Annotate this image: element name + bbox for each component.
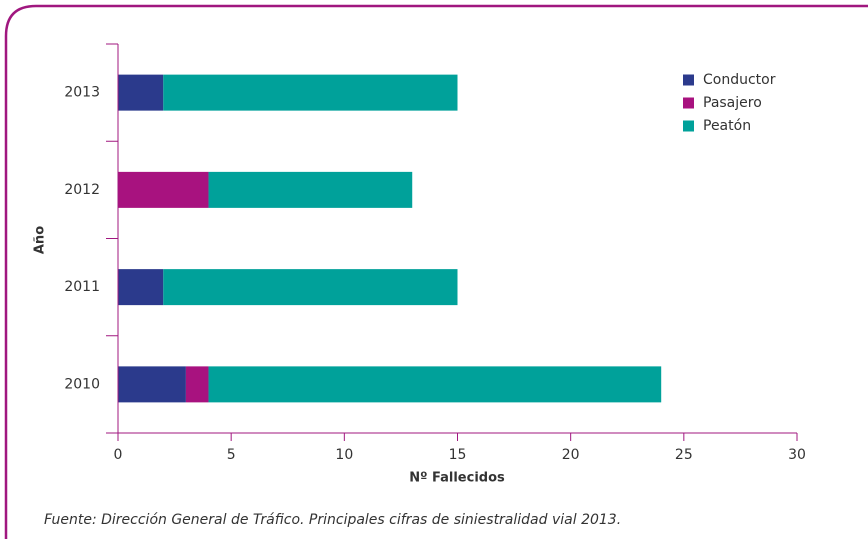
legend-label: Conductor — [703, 72, 776, 88]
x-tick-label: 30 — [788, 447, 806, 463]
bar-segment — [118, 366, 186, 403]
legend-swatch — [683, 97, 694, 109]
bar-segment — [118, 269, 164, 306]
x-tick-label: 5 — [227, 447, 236, 463]
x-tick-label: 20 — [562, 447, 580, 463]
x-axis-title: Nº Fallecidos — [409, 471, 505, 486]
x-tick-label: 0 — [114, 447, 123, 463]
y-tick-label: 2013 — [64, 85, 100, 101]
bar-segment — [163, 269, 458, 306]
legend-swatch — [683, 74, 694, 86]
bar-segment — [208, 366, 662, 403]
bar-segment — [163, 74, 458, 111]
legend-swatch — [683, 120, 694, 132]
legend-label: Pasajero — [703, 95, 762, 111]
x-tick-label: 25 — [675, 447, 693, 463]
frame — [4, 4, 868, 539]
bar-segment — [118, 74, 164, 111]
y-tick-label: 2012 — [64, 182, 100, 198]
source-note: Fuente: Dirección General de Tráfico. Pr… — [44, 512, 621, 528]
y-tick-label: 2011 — [64, 279, 100, 295]
y-tick-label: 2010 — [64, 376, 100, 392]
y-axis-title: Año — [33, 226, 48, 254]
legend-label: Peatón — [703, 118, 751, 134]
x-tick-label: 15 — [449, 447, 467, 463]
x-tick-label: 10 — [335, 447, 353, 463]
bar-segment — [118, 171, 209, 208]
bar-segment — [185, 366, 209, 403]
bar-segment — [208, 171, 413, 208]
